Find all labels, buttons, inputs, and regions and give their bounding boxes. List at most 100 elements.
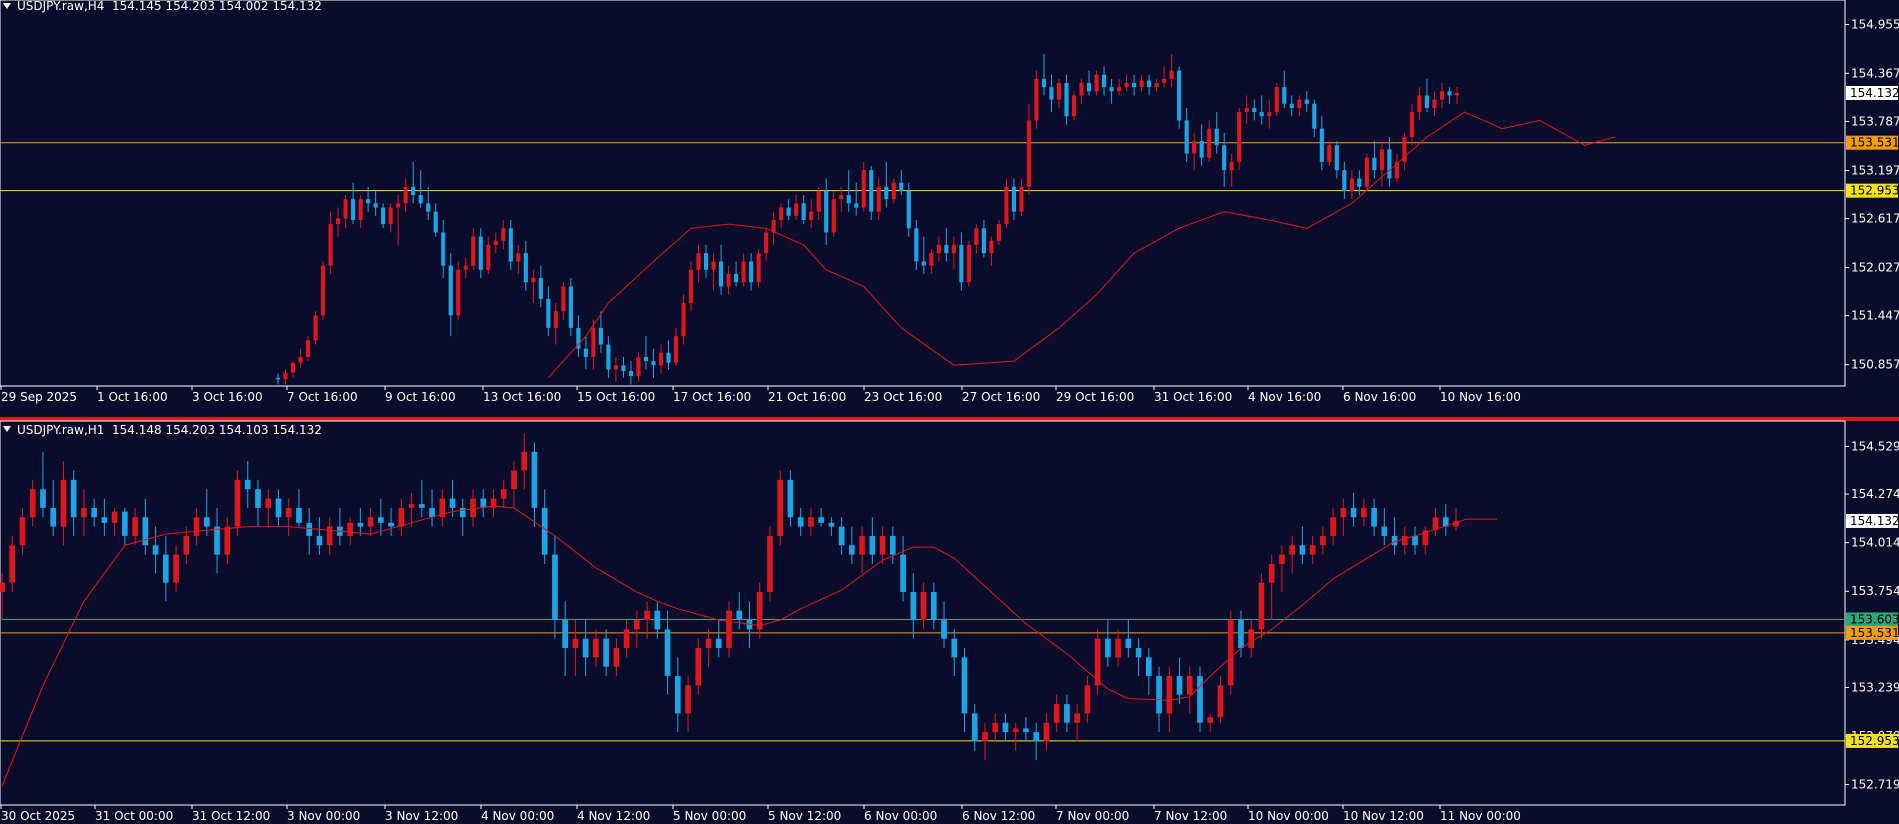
h4-moving-average-line bbox=[547, 111, 1615, 379]
h1-y-tick-label: 154.529 bbox=[1851, 439, 1899, 453]
h4-candle-body bbox=[861, 170, 866, 208]
h4-candle-body bbox=[1071, 95, 1077, 117]
h1-chart-panel[interactable]: USDJPY.raw,H1 154.148 154.203 154.103 15… bbox=[0, 420, 1899, 823]
h1-candle-body bbox=[1391, 535, 1398, 546]
panel-separator[interactable] bbox=[0, 417, 1899, 421]
h4-current-price-label: 154.132 bbox=[1850, 86, 1899, 100]
h4-candle-body bbox=[1079, 83, 1084, 96]
h4-candle-body bbox=[771, 219, 776, 233]
h1-candle-body bbox=[234, 479, 241, 527]
h1-y-tick-label: 153.754 bbox=[1851, 584, 1899, 598]
h1-candle-body bbox=[1105, 638, 1111, 658]
h4-x-tick-label: 23 Oct 16:00 bbox=[864, 390, 942, 404]
h4-candle-body bbox=[508, 228, 513, 262]
h1-candle-body bbox=[521, 451, 528, 471]
h4-level-label: 153.531 bbox=[1850, 136, 1899, 150]
h1-candle-body bbox=[1207, 717, 1214, 723]
h1-current-price-bg bbox=[1846, 513, 1898, 528]
h4-collapse-triangle-icon[interactable] bbox=[3, 3, 11, 9]
h4-candle-body bbox=[366, 199, 371, 204]
h1-candle-body bbox=[1279, 554, 1285, 564]
h4-candle-body bbox=[749, 261, 754, 283]
h4-candle-body bbox=[914, 228, 919, 262]
h1-candle-body bbox=[1453, 520, 1459, 527]
h4-candle-body bbox=[1184, 120, 1189, 154]
h1-candle-body bbox=[9, 545, 16, 583]
h4-candle-body bbox=[1349, 178, 1354, 191]
h1-candle-body bbox=[613, 648, 620, 667]
h4-candle-body bbox=[718, 261, 724, 287]
h4-candle-body bbox=[786, 207, 791, 216]
h1-candle-body bbox=[326, 526, 333, 546]
h4-candle-body bbox=[621, 365, 626, 372]
h1-current-price-label: 154.132 bbox=[1850, 514, 1899, 528]
h4-candle-body bbox=[1214, 128, 1219, 146]
h4-candle-body bbox=[1312, 103, 1317, 129]
h1-candle-body bbox=[992, 722, 999, 733]
h1-level-label-bg bbox=[1846, 733, 1898, 748]
h4-candle-body bbox=[944, 244, 949, 254]
h4-candle-body bbox=[388, 207, 393, 225]
h4-candle-body bbox=[1094, 74, 1099, 92]
h4-candle-body bbox=[1222, 145, 1227, 171]
h4-candle-body bbox=[794, 203, 799, 216]
h1-level-label-bg bbox=[1846, 612, 1898, 627]
h1-candle-body bbox=[500, 489, 507, 499]
h1-candle-body bbox=[203, 517, 210, 527]
h4-candle-body bbox=[1041, 78, 1047, 88]
h1-candle-body bbox=[1371, 507, 1377, 527]
h4-y-tick-label: 152.027 bbox=[1851, 261, 1899, 275]
h4-candle-body bbox=[1267, 112, 1272, 117]
h1-candle-body bbox=[1432, 517, 1439, 531]
h4-candle-body bbox=[613, 365, 618, 370]
h4-candle-body bbox=[418, 195, 423, 204]
h4-candle-body bbox=[1454, 92, 1460, 96]
h4-candle-body bbox=[779, 207, 784, 220]
h1-candle-body bbox=[603, 638, 609, 667]
h4-x-tick-label: 29 Sep 2025 bbox=[1, 390, 77, 404]
h1-candle-body bbox=[541, 507, 548, 555]
h1-candle-body bbox=[81, 507, 87, 518]
h4-candle-body bbox=[1101, 74, 1107, 88]
h1-candle-body bbox=[562, 620, 568, 649]
h1-candle-body bbox=[808, 517, 814, 527]
h1-candle-body bbox=[531, 451, 538, 508]
h4-candle-body bbox=[688, 269, 694, 303]
h1-candle-body bbox=[265, 498, 272, 508]
h4-candle-body bbox=[1192, 141, 1197, 154]
h4-candle-body bbox=[336, 218, 341, 225]
h1-candle-body bbox=[511, 470, 517, 490]
h4-candle-body bbox=[1207, 128, 1212, 158]
h4-candle-body bbox=[1011, 186, 1017, 212]
h1-candle-body bbox=[388, 522, 394, 527]
h1-candle-body bbox=[1217, 685, 1224, 718]
h4-candle-body bbox=[1154, 83, 1159, 88]
h1-candle-body bbox=[40, 489, 46, 508]
h1-collapse-triangle-icon[interactable] bbox=[3, 426, 11, 432]
h4-candle-body bbox=[1357, 178, 1362, 187]
h4-candle-body bbox=[351, 199, 356, 220]
h4-candle-body bbox=[876, 186, 881, 212]
h1-x-tick-label: 11 Nov 00:00 bbox=[1440, 809, 1521, 823]
h4-candle-body bbox=[290, 362, 296, 373]
h4-chart-panel[interactable]: USDJPY.raw,H4 154.145 154.203 154.002 15… bbox=[0, 0, 1899, 404]
h1-candle-body bbox=[1309, 545, 1316, 555]
h4-x-tick-label: 4 Nov 16:00 bbox=[1248, 390, 1321, 404]
h4-levels bbox=[0, 142, 1845, 192]
h1-candle-body bbox=[244, 479, 251, 490]
h1-level-label: 152.953 bbox=[1850, 734, 1899, 748]
h1-x-tick-label: 4 Nov 12:00 bbox=[577, 809, 650, 823]
h1-candle-body bbox=[982, 732, 988, 742]
h4-candle-body bbox=[305, 340, 311, 357]
h1-candle-body bbox=[1053, 704, 1060, 723]
h1-candle-body bbox=[255, 489, 261, 508]
h1-candle-body bbox=[941, 620, 947, 639]
h1-candle-body bbox=[1401, 535, 1408, 546]
h4-candle-body bbox=[1117, 87, 1122, 92]
h4-y-tick-label: 151.447 bbox=[1851, 309, 1899, 323]
h1-candle-body bbox=[122, 511, 128, 536]
h1-candle-body bbox=[726, 610, 732, 649]
h4-candle-body bbox=[1402, 136, 1407, 162]
h1-candle-body bbox=[685, 685, 691, 714]
